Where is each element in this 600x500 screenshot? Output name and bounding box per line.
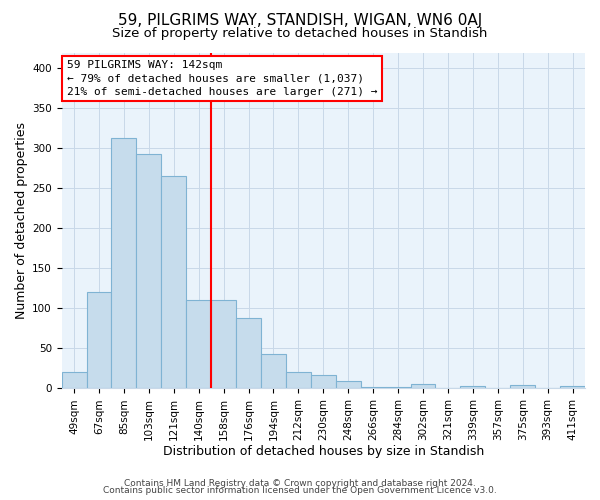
Text: 59 PILGRIMS WAY: 142sqm
← 79% of detached houses are smaller (1,037)
21% of semi: 59 PILGRIMS WAY: 142sqm ← 79% of detache… bbox=[67, 60, 377, 97]
Bar bbox=[560, 386, 585, 388]
Bar bbox=[261, 354, 286, 388]
Bar bbox=[386, 387, 410, 388]
Bar bbox=[311, 375, 336, 388]
Bar bbox=[136, 154, 161, 388]
Bar bbox=[410, 384, 436, 388]
X-axis label: Distribution of detached houses by size in Standish: Distribution of detached houses by size … bbox=[163, 444, 484, 458]
Bar bbox=[211, 300, 236, 388]
Bar bbox=[286, 372, 311, 388]
Y-axis label: Number of detached properties: Number of detached properties bbox=[15, 122, 28, 319]
Bar bbox=[236, 318, 261, 388]
Bar bbox=[336, 382, 361, 388]
Bar bbox=[62, 372, 86, 388]
Bar bbox=[460, 386, 485, 388]
Bar bbox=[161, 176, 186, 388]
Bar bbox=[86, 292, 112, 388]
Text: 59, PILGRIMS WAY, STANDISH, WIGAN, WN6 0AJ: 59, PILGRIMS WAY, STANDISH, WIGAN, WN6 0… bbox=[118, 12, 482, 28]
Text: Size of property relative to detached houses in Standish: Size of property relative to detached ho… bbox=[112, 28, 488, 40]
Bar bbox=[361, 387, 386, 388]
Text: Contains public sector information licensed under the Open Government Licence v3: Contains public sector information licen… bbox=[103, 486, 497, 495]
Text: Contains HM Land Registry data © Crown copyright and database right 2024.: Contains HM Land Registry data © Crown c… bbox=[124, 478, 476, 488]
Bar bbox=[510, 386, 535, 388]
Bar bbox=[112, 138, 136, 388]
Bar bbox=[186, 300, 211, 388]
